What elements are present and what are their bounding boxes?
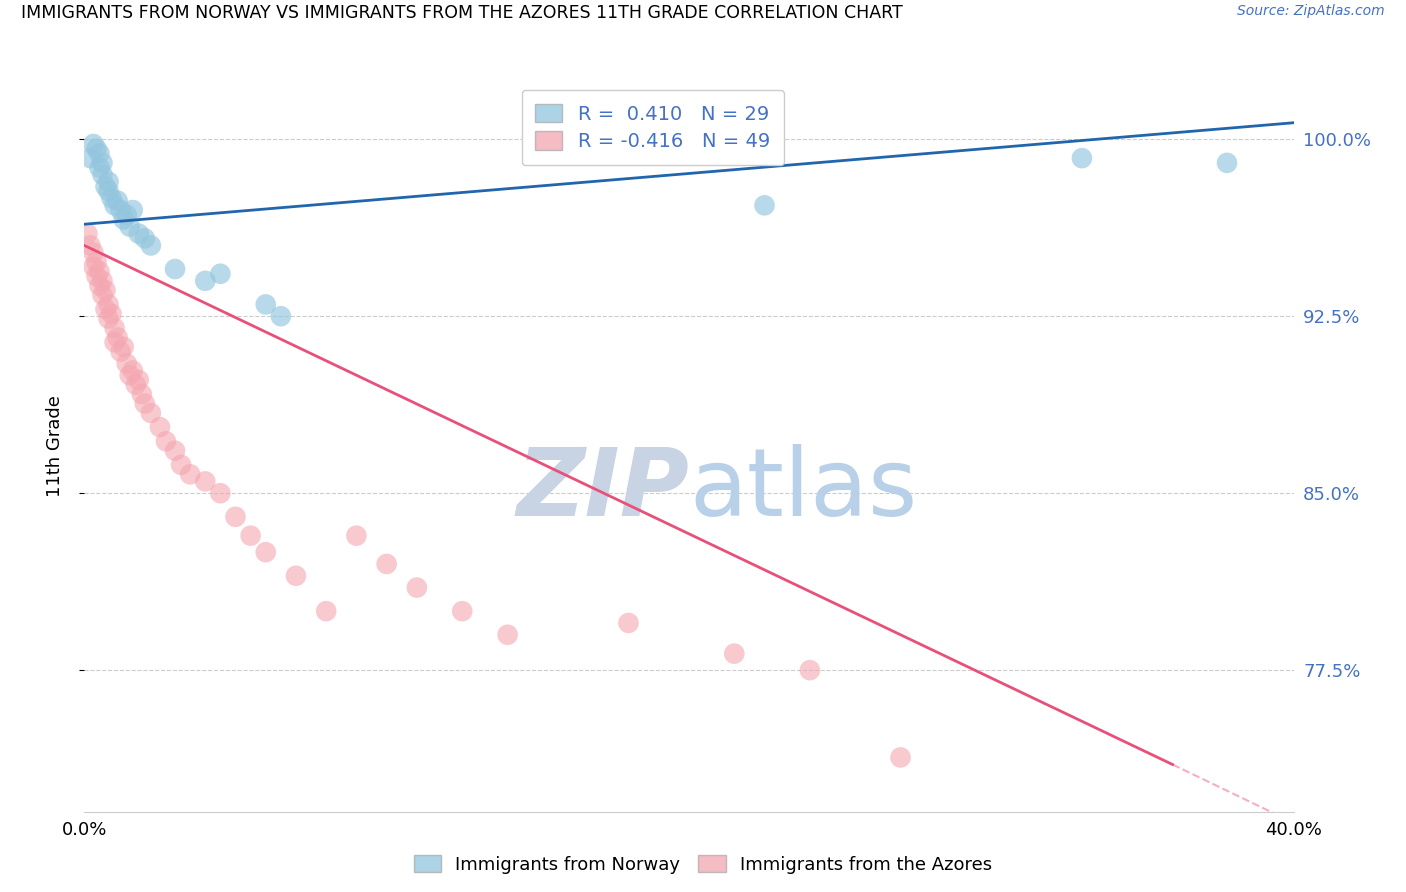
Point [76,227,98,241]
Point [110,344,132,359]
Point [125,377,148,392]
Point [1071,151,1094,165]
Point [139,238,162,252]
Point [754,198,776,212]
Point [194,475,217,489]
Point [209,267,232,281]
Point [165,443,187,458]
Point [89,161,111,175]
Point [115,356,138,370]
Legend: R =  0.410   N = 29, R = -0.416   N = 49: R = 0.410 N = 29, R = -0.416 N = 49 [522,90,783,165]
Point [496,628,519,642]
Legend: Immigrants from Norway, Immigrants from the Azores: Immigrants from Norway, Immigrants from … [405,847,1001,883]
Point [225,509,247,524]
Point [270,310,292,324]
Point [723,647,745,661]
Point [128,373,150,387]
Point [179,467,201,482]
Y-axis label: 11th Grade: 11th Grade [45,395,63,497]
Point [104,198,127,212]
Point [86,255,108,269]
Point [89,278,111,293]
Point [134,231,156,245]
Point [94,302,117,317]
Text: atlas: atlas [689,444,917,536]
Point [346,529,368,543]
Point [79,238,101,252]
Point [110,202,132,217]
Point [107,194,129,208]
Point [134,396,156,410]
Point [91,288,114,302]
Point [100,307,122,321]
Point [97,311,120,326]
Point [165,262,187,277]
Point [254,545,277,559]
Point [890,750,912,764]
Point [115,208,138,222]
Point [97,175,120,189]
Point [406,581,429,595]
Point [131,387,153,401]
Point [89,146,111,161]
Point [155,434,177,449]
Point [97,184,120,198]
Point [617,615,640,630]
Point [451,604,474,618]
Point [86,269,108,284]
Point [94,179,117,194]
Point [194,274,217,288]
Text: ZIP: ZIP [516,444,689,536]
Point [315,604,337,618]
Point [799,663,821,677]
Point [82,245,104,260]
Point [375,557,398,571]
Point [209,486,232,500]
Point [254,297,277,311]
Point [285,568,308,582]
Point [118,368,141,383]
Point [89,264,111,278]
Point [118,219,141,234]
Point [128,227,150,241]
Point [112,212,135,227]
Point [86,142,108,156]
Point [121,202,143,217]
Point [104,321,127,335]
Point [149,420,172,434]
Point [139,406,162,420]
Point [79,151,101,165]
Point [1216,156,1239,170]
Text: IMMIGRANTS FROM NORWAY VS IMMIGRANTS FROM THE AZORES 11TH GRADE CORRELATION CHAR: IMMIGRANTS FROM NORWAY VS IMMIGRANTS FRO… [21,4,903,22]
Point [107,330,129,344]
Text: Source: ZipAtlas.com: Source: ZipAtlas.com [1237,4,1385,19]
Point [82,260,104,274]
Point [112,340,135,354]
Point [121,363,143,377]
Point [91,156,114,170]
Point [91,168,114,182]
Point [91,274,114,288]
Point [94,283,117,297]
Point [82,136,104,151]
Point [104,335,127,350]
Point [100,191,122,205]
Point [97,297,120,311]
Point [239,529,262,543]
Point [170,458,193,472]
